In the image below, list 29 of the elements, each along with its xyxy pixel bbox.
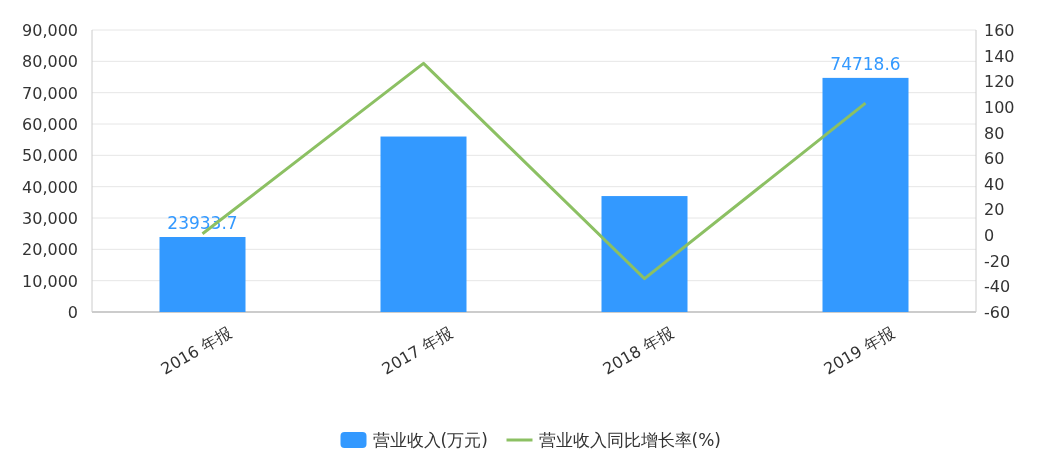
y2-tick-label: 80: [984, 123, 1005, 143]
y-tick-label: 80,000: [22, 52, 78, 72]
y2-tick-label: 140: [984, 46, 1015, 66]
y2-tick-label: 60: [984, 149, 1005, 169]
y-tick-label: 90,000: [22, 21, 78, 40]
bar: [380, 136, 467, 312]
legend-label: 营业收入同比增长率(%): [538, 430, 721, 450]
y2-tick-label: 20: [984, 200, 1005, 220]
y2-tick-label: 160: [984, 21, 1015, 40]
y-tick-label: 40,000: [22, 177, 78, 197]
y-tick-label: 0: [67, 303, 78, 322]
bar: [822, 77, 909, 312]
y-tick-label: 70,000: [22, 83, 78, 103]
y-tick-label: 20,000: [22, 240, 78, 260]
y-tick-label: 30,000: [22, 209, 78, 228]
y2-tick-label: -20: [984, 251, 1011, 271]
y2-tick-label: 40: [984, 174, 1005, 194]
bar: [601, 196, 688, 312]
legend-label: 营业收入(万元): [372, 430, 488, 450]
y-tick-label: 60,000: [22, 115, 78, 134]
bar: [159, 237, 246, 312]
y2-tick-label: 120: [984, 72, 1015, 92]
y2-tick-label: -40: [984, 277, 1011, 297]
y2-tick-label: -60: [984, 303, 1011, 322]
y-tick-label: 50,000: [22, 146, 78, 166]
y2-tick-label: 0: [984, 226, 995, 246]
y2-tick-label: 100: [984, 97, 1015, 117]
data-label: 74718.6: [830, 53, 901, 74]
y-tick-label: 10,000: [22, 271, 78, 291]
